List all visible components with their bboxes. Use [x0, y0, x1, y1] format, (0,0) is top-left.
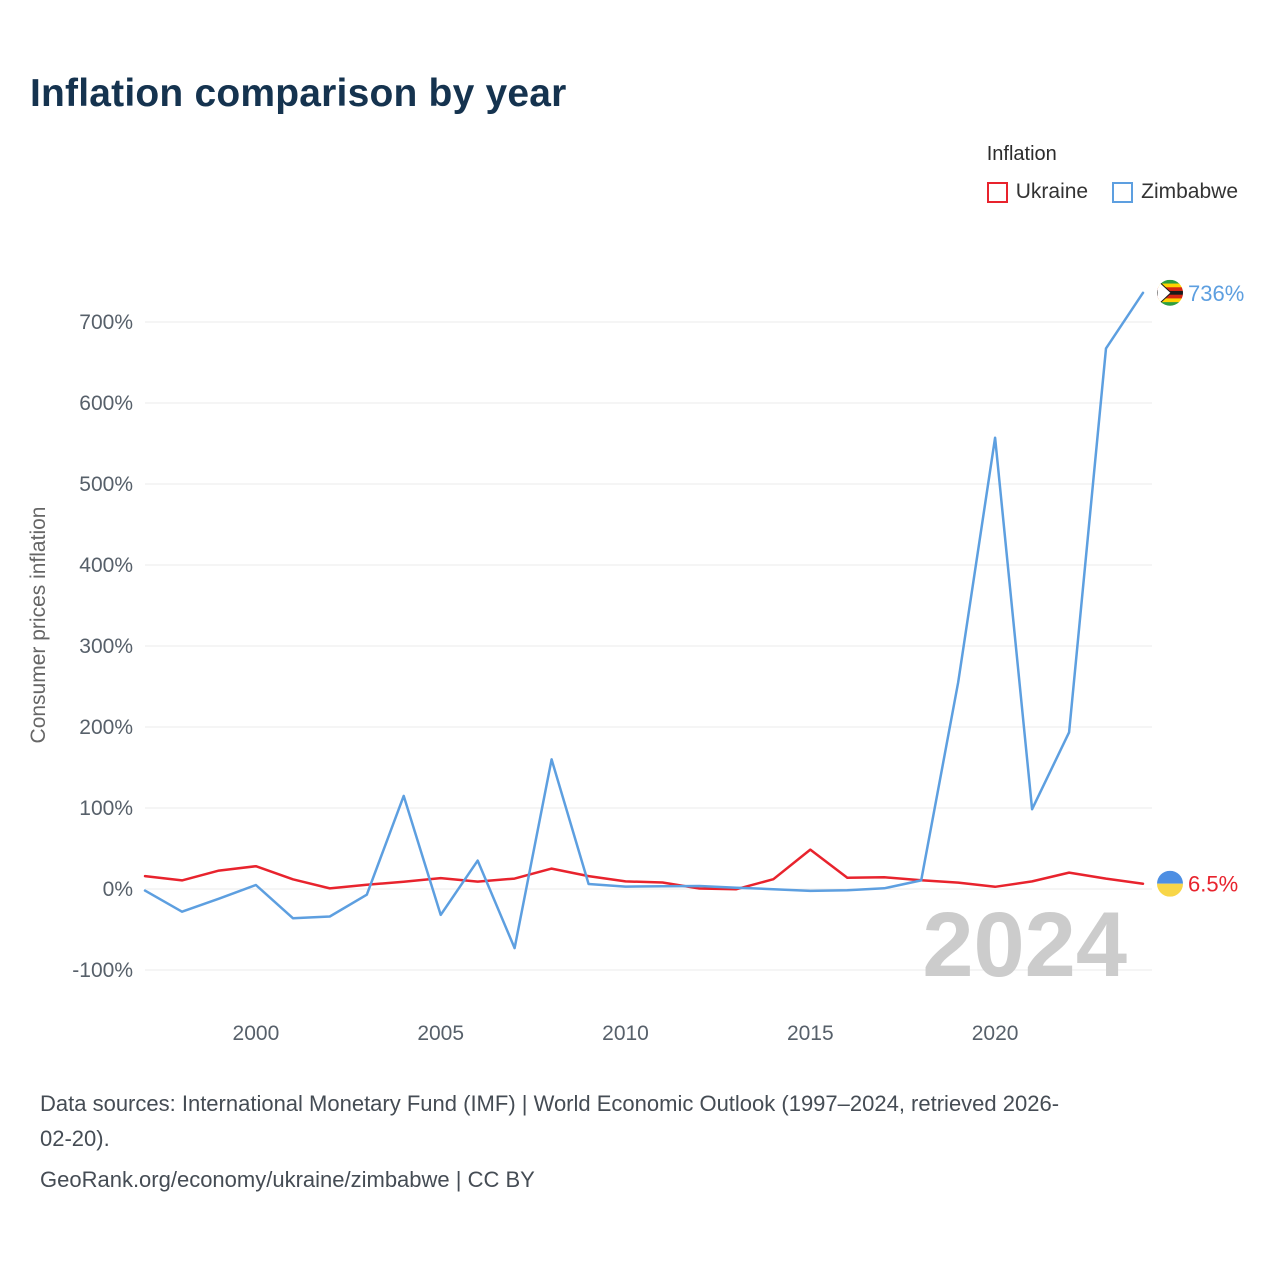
- legend-items: Ukraine Zimbabwe: [986, 180, 1238, 204]
- x-tick-label: 2000: [233, 1022, 280, 1045]
- legend-title: Inflation: [986, 143, 1057, 165]
- x-tick-label: 2020: [972, 1022, 1019, 1045]
- legend-item-ukraine[interactable]: Ukraine: [986, 180, 1089, 204]
- y-tick-label: 700%: [79, 311, 133, 334]
- zimbabwe-series-swatch-icon: [1112, 181, 1134, 203]
- y-axis-label: Consumer prices inflation: [27, 507, 50, 744]
- ukraine-flag-icon: [1157, 870, 1183, 897]
- x-tick-label: 2005: [417, 1022, 464, 1045]
- y-tick-label: -100%: [72, 959, 133, 982]
- y-tick-label: 300%: [79, 635, 133, 658]
- series-line-zimbabwe: [143, 291, 1145, 950]
- data-sources-text-continued: 02-20).: [40, 1126, 110, 1151]
- y-tick-label: 0%: [103, 878, 133, 901]
- x-tick-label: 2015: [787, 1022, 834, 1045]
- x-tick-label: 2010: [602, 1022, 649, 1045]
- legend: Inflation Ukraine Zimbabwe: [986, 143, 1238, 204]
- page-title: Inflation comparison by year: [30, 72, 567, 115]
- data-sources-text: Data sources: International Monetary Fun…: [40, 1091, 1060, 1116]
- legend-item-zimbabwe[interactable]: Zimbabwe: [1112, 180, 1238, 204]
- y-tick-label: 500%: [79, 473, 133, 496]
- zimbabwe-flag-icon: [1157, 279, 1183, 306]
- watermark-year: 2024: [922, 894, 1127, 996]
- y-tick-label: 200%: [79, 716, 133, 739]
- series-line-ukraine: [143, 848, 1145, 891]
- y-tick-label: 600%: [79, 392, 133, 415]
- attribution-text: GeoRank.org/economy/ukraine/zimbabwe | C…: [40, 1167, 535, 1192]
- legend-item-label: Ukraine: [1015, 180, 1089, 203]
- end-label-zimbabwe: 736%: [1188, 281, 1244, 306]
- chart-footer: Data sources: International Monetary Fun…: [40, 1086, 1059, 1197]
- ukraine-series-swatch-icon: [986, 181, 1008, 203]
- end-label-ukraine: 6.5%: [1188, 872, 1238, 897]
- legend-item-label: Zimbabwe: [1141, 180, 1238, 203]
- y-tick-label: 400%: [79, 554, 133, 577]
- y-tick-label: 100%: [79, 797, 133, 820]
